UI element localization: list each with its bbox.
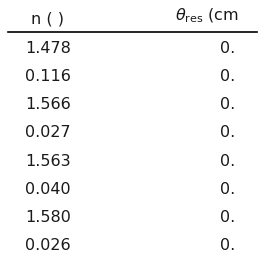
Text: $\theta_{\rm res}$ (cm: $\theta_{\rm res}$ (cm bbox=[175, 7, 239, 25]
Text: 0.: 0. bbox=[220, 238, 236, 253]
Text: 0.: 0. bbox=[220, 182, 236, 197]
Text: 0.: 0. bbox=[220, 154, 236, 169]
Text: 1.563: 1.563 bbox=[25, 154, 70, 169]
Text: 1.478: 1.478 bbox=[25, 41, 71, 56]
Text: 0.027: 0.027 bbox=[25, 126, 70, 140]
Text: n ( ): n ( ) bbox=[31, 11, 64, 26]
Text: 0.040: 0.040 bbox=[25, 182, 70, 197]
Text: 1.566: 1.566 bbox=[25, 97, 70, 112]
Text: 0.: 0. bbox=[220, 210, 236, 225]
Text: 0.: 0. bbox=[220, 126, 236, 140]
Text: 0.116: 0.116 bbox=[25, 69, 71, 84]
Text: 0.: 0. bbox=[220, 41, 236, 56]
Text: 1.580: 1.580 bbox=[25, 210, 71, 225]
Text: 0.026: 0.026 bbox=[25, 238, 70, 253]
Text: 0.: 0. bbox=[220, 97, 236, 112]
Text: 0.: 0. bbox=[220, 69, 236, 84]
